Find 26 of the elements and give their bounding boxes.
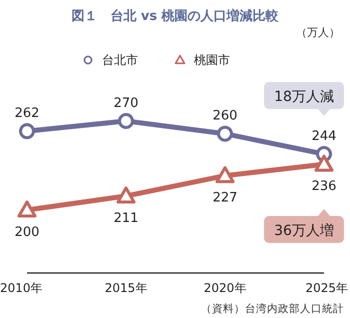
data-label: 200 xyxy=(14,225,40,240)
data-label: 270 xyxy=(114,96,138,111)
point xyxy=(18,200,36,218)
legend-label: 桃園市 xyxy=(194,53,230,67)
point xyxy=(116,186,136,204)
point xyxy=(118,113,134,129)
data-label: 211 xyxy=(114,211,138,226)
point xyxy=(217,126,233,142)
x-tick-label: 2015年 xyxy=(104,281,148,295)
data-label: 236 xyxy=(312,179,336,194)
chart-title: 図１ 台北 vs 桃園の人口増減比較 xyxy=(71,8,280,24)
point xyxy=(216,166,234,184)
x-tick-label: 2025年 xyxy=(305,281,348,295)
point xyxy=(19,123,35,140)
text: （万人） xyxy=(296,26,340,39)
data-label: 262 xyxy=(14,106,40,122)
data-label: 260 xyxy=(212,108,238,124)
text: （資料）台湾内政部人口統計 xyxy=(201,302,344,315)
x-tick-label: 2010年 xyxy=(0,281,43,295)
data-label: 227 xyxy=(212,190,238,206)
legend-label: 台北市 xyxy=(102,53,138,67)
point xyxy=(314,154,334,172)
x-tick-label: 2020年 xyxy=(204,281,246,295)
data-label: 244 xyxy=(312,129,336,144)
text: 36万人増 xyxy=(274,222,334,239)
text: 18万人減 xyxy=(274,89,334,105)
